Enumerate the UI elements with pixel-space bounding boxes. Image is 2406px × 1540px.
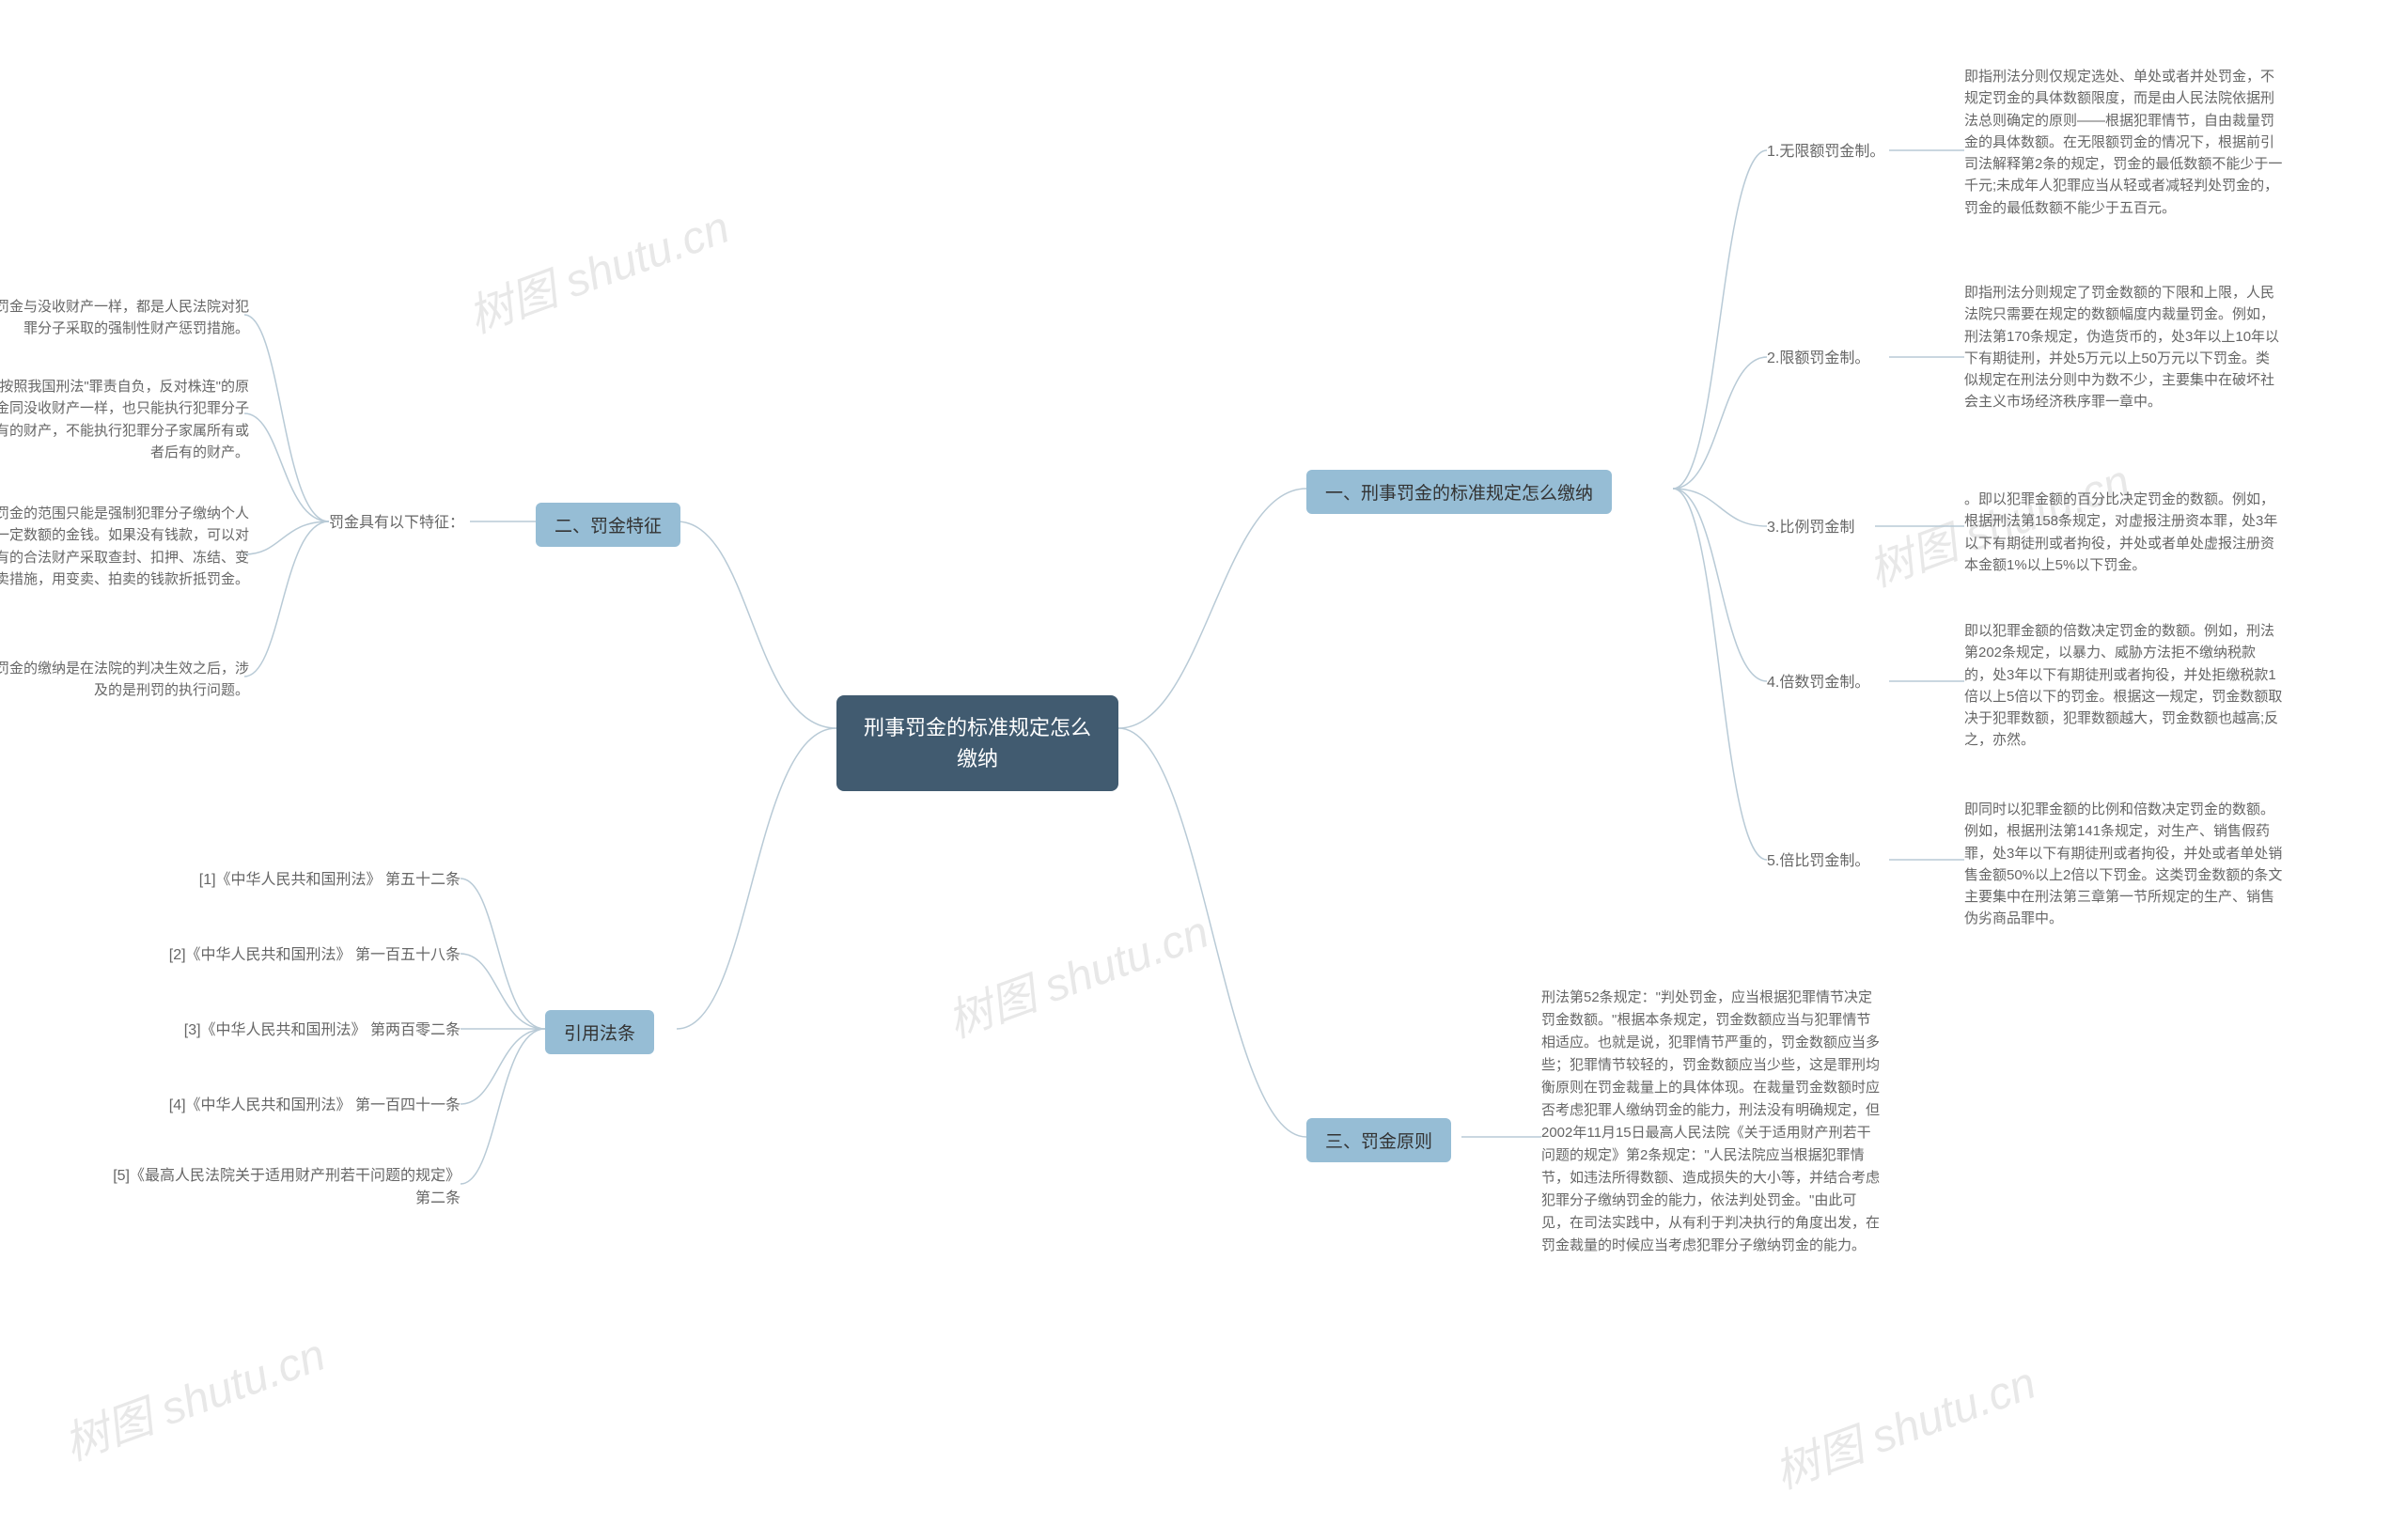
branch1-item-2-text: 即指刑法分则规定了罚金数额的下限和上限，人民法院只需要在规定的数额幅度内裁量罚金… [1964, 282, 2284, 413]
watermark: 树图 shutu.cn [458, 190, 737, 345]
branch1-item-1-label: 1.无限额罚金制。 [1767, 141, 1884, 163]
branch-4-title: 引用法条 [564, 1024, 635, 1044]
branch-1-title: 一、刑事罚金的标准规定怎么缴纳 [1325, 484, 1593, 504]
branch4-item-2: [2]《中华人民共和国刑法》 第一百五十八条 [150, 944, 461, 967]
branch-3: 三、罚金原则 [1306, 1118, 1451, 1162]
branch4-item-4: [4]《中华人民共和国刑法》 第一百四十一条 [150, 1095, 461, 1117]
branch-4: 引用法条 [545, 1010, 654, 1054]
branch1-item-4-label: 4.倍数罚金制。 [1767, 672, 1869, 694]
connector-layer [0, 0, 2406, 1540]
branch-2-title: 二、罚金特征 [555, 517, 662, 537]
branch2-item-3: （三）罚金的范围只能是强制犯罪分子缴纳个人所有的一定数额的金钱。如果没有钱款，可… [0, 503, 249, 590]
branch1-item-5-text: 即同时以犯罪金额的比例和倍数决定罚金的数额。例如，根据刑法第141条规定，对生产… [1964, 799, 2284, 930]
branch1-item-4-text: 即以犯罪金额的倍数决定罚金的数额。例如，刑法第202条规定，以暴力、威胁方法拒不… [1964, 620, 2284, 752]
branch1-item-3-text: 。即以犯罪金额的百分比决定罚金的数额。例如，根据刑法第158条规定，对虚报注册资… [1964, 489, 2284, 576]
center-node: 刑事罚金的标准规定怎么缴纳 [836, 695, 1118, 791]
branch4-item-1: [1]《中华人民共和国刑法》 第五十二条 [169, 869, 461, 892]
branch2-sublabel: 罚金具有以下特征： [329, 512, 464, 535]
branch4-item-5: [5]《最高人民法院关于适用财产刑若干问题的规定》 第二条 [108, 1165, 461, 1210]
watermark: 树图 shutu.cn [937, 894, 1216, 1050]
center-title: 刑事罚金的标准规定怎么缴纳 [864, 716, 1091, 770]
branch1-item-5-label: 5.倍比罚金制。 [1767, 850, 1869, 873]
branch1-item-1-text: 即指刑法分则仅规定选处、单处或者并处罚金，不规定罚金的具体数额限度，而是由人民法… [1964, 66, 2284, 219]
branch1-item-2-label: 2.限额罚金制。 [1767, 348, 1869, 370]
watermark: 树图 shutu.cn [54, 1317, 333, 1472]
branch2-item-2: （二）按照我国刑法"罪责自负，反对株连"的原则，罚金同没收财产一样，也只能执行犯… [0, 376, 249, 463]
branch2-item-4: （四）罚金的缴纳是在法院的判决生效之后，涉及的是刑罚的执行问题。 [0, 658, 249, 702]
branch4-item-3: [3]《中华人民共和国刑法》 第两百零二条 [160, 1019, 461, 1042]
branch-2: 二、罚金特征 [536, 503, 680, 547]
branch1-item-3-label: 3.比例罚金制 [1767, 517, 1854, 539]
watermark: 树图 shutu.cn [1764, 1346, 2043, 1501]
branch3-text: 刑法第52条规定："判处罚金，应当根据犯罪情节决定罚金数额。"根据本条规定，罚金… [1541, 987, 1880, 1257]
branch2-item-1: （一）罚金与没收财产一样，都是人民法院对犯罪分子采取的强制性财产惩罚措施。 [0, 296, 249, 340]
branch-1: 一、刑事罚金的标准规定怎么缴纳 [1306, 470, 1612, 514]
branch-3-title: 三、罚金原则 [1325, 1132, 1432, 1152]
